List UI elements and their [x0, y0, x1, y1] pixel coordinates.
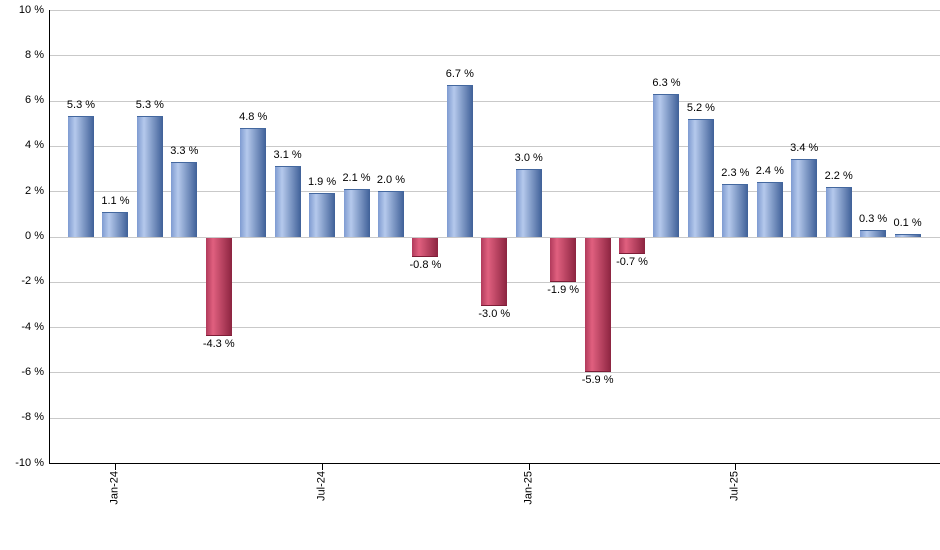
- y-axis-tick-label: -6 %: [21, 365, 44, 378]
- bar-value-label: 0.3 %: [859, 212, 888, 225]
- gridline: [49, 417, 940, 419]
- bar-value-label: 1.1 %: [101, 194, 130, 207]
- gridline: [49, 191, 940, 193]
- x-axis-tick: [115, 464, 117, 470]
- x-axis-tick: [735, 464, 737, 470]
- x-axis-tick-label: Jul-24: [315, 471, 328, 501]
- y-axis-tick-label: 6 %: [25, 94, 44, 107]
- bar: [377, 191, 404, 238]
- bar: [550, 237, 577, 282]
- bar: [584, 237, 611, 373]
- y-axis-tick-label: 2 %: [25, 184, 44, 197]
- bar-value-label: 6.7 %: [445, 67, 474, 80]
- bar-value-label: 3.1 %: [273, 149, 302, 162]
- bar: [136, 116, 163, 238]
- y-axis-tick-label: -8 %: [21, 411, 44, 424]
- y-axis-tick-label: 4 %: [25, 139, 44, 152]
- bar: [722, 184, 749, 238]
- y-axis-tick-label: 8 %: [25, 48, 44, 61]
- y-axis-tick-label: 0 %: [25, 230, 44, 242]
- bar: [240, 127, 267, 238]
- bar-value-label: 0.1 %: [893, 217, 922, 230]
- bar-value-label: 2.3 %: [721, 167, 750, 180]
- gridline: [49, 10, 940, 11]
- x-axis-tick-label: Jan-25: [522, 471, 535, 505]
- x-axis-line: [49, 463, 940, 464]
- bar: [825, 186, 852, 238]
- bar-value-label: 2.0 %: [376, 174, 406, 187]
- bar-value-label: 3.3 %: [170, 144, 199, 157]
- y-axis-tick-label: -10 %: [15, 456, 44, 469]
- bar-value-label: 2.1 %: [342, 171, 371, 184]
- bar-value-label: 5.3 %: [135, 99, 164, 112]
- bar: [343, 188, 370, 238]
- y-axis-tick-label: -4 %: [21, 320, 44, 333]
- bar-value-label: 5.3 %: [66, 99, 96, 112]
- gridline: [49, 55, 940, 57]
- gridline: [49, 100, 940, 102]
- bar-value-label: -0.8 %: [409, 258, 442, 271]
- bar: [791, 159, 818, 238]
- bar-value-label: 1.9 %: [308, 176, 337, 189]
- bar-value-label: 3.0 %: [514, 151, 543, 164]
- bar: [515, 168, 542, 238]
- bar: [274, 166, 301, 238]
- bar: [309, 193, 336, 238]
- bar: [653, 93, 680, 238]
- x-axis-tick-label: Jan-24: [108, 471, 121, 505]
- y-axis-tick-label: 10 %: [18, 3, 44, 16]
- bar-value-label: 6.3 %: [652, 76, 681, 89]
- bar-value-label: 2.4 %: [755, 165, 784, 178]
- bar-value-label: 2.2 %: [824, 169, 853, 182]
- bar: [205, 237, 232, 336]
- bar-value-label: -3.0 %: [478, 308, 511, 321]
- bar: [412, 237, 439, 257]
- bar: [68, 116, 94, 238]
- bar-value-label: 5.2 %: [686, 101, 715, 114]
- gridline: [49, 145, 940, 147]
- bar: [102, 211, 129, 238]
- bar: [171, 161, 198, 238]
- bar-value-label: -5.9 %: [581, 374, 614, 387]
- bar-value-label: -0.7 %: [616, 256, 648, 269]
- bar: [894, 234, 921, 238]
- gridline: [49, 372, 940, 374]
- bar-value-label: 3.4 %: [790, 142, 819, 155]
- bar-value-label: -1.9 %: [547, 283, 580, 296]
- gridline: [49, 236, 940, 238]
- gridline: [49, 327, 940, 329]
- y-axis-tick-label: -2 %: [21, 275, 44, 288]
- x-axis-tick: [528, 464, 530, 470]
- bar-value-label: -4.3 %: [202, 337, 235, 350]
- bar-value-label: 4.8 %: [239, 110, 268, 123]
- x-axis-tick-label: Jul-25: [728, 471, 741, 501]
- y-axis-line: [49, 10, 50, 463]
- bar: [446, 84, 473, 238]
- x-axis-tick: [322, 464, 324, 470]
- bar: [687, 118, 714, 238]
- bar: [756, 182, 783, 238]
- bar: [860, 229, 887, 238]
- bar: [619, 237, 646, 255]
- bar: [481, 237, 508, 307]
